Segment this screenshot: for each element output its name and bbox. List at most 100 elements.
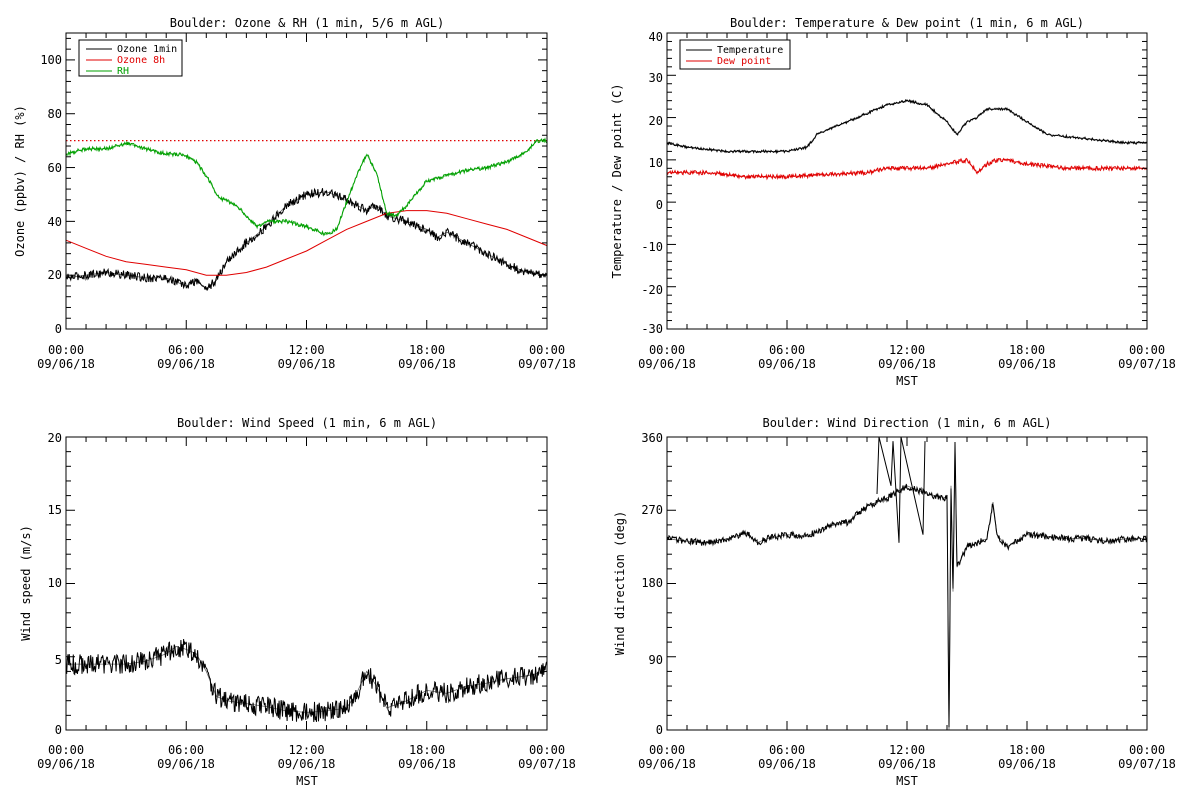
series-line [666,98,1148,155]
legend-label: Ozone 8h [117,55,165,66]
x-tick-date: 09/06/18 [998,757,1056,771]
y-axis-label: Ozone (ppbv) / RH (%) [13,105,27,257]
series-anchor-line [65,140,547,236]
y-tick-label: 10 [649,156,663,170]
x-tick-time: 00:00 [529,743,565,757]
legend-label: Temperature [717,45,783,56]
x-tick-date: 09/06/18 [998,357,1056,371]
y-axis-label: Wind direction (deg) [613,511,627,656]
y-tick-labels: 0 5 10 15 20 [48,431,62,737]
x-tick-time: 00:00 [649,343,685,357]
x-axis-label: MST [296,774,318,788]
legend: Ozone 1min Ozone 8h RH [78,39,183,77]
x-tick-time: 12:00 [288,743,324,757]
y-tick-label: 100 [40,53,62,67]
y-tick-label: 20 [48,268,62,282]
series-line [66,187,548,292]
x-tick-time: 12:00 [889,343,925,357]
x-tick-labels: 00:00 09/06/18 06:00 09/06/18 12:00 09/0… [37,743,576,771]
x-tick-date: 09/06/18 [278,357,336,371]
x-tick-time: 06:00 [168,343,204,357]
x-tick-date: 09/06/18 [37,357,95,371]
series-line [65,137,548,237]
panel-ozone-rh: Boulder: Ozone & RH (1 min, 5/6 m AGL) O… [13,16,576,371]
y-tick-labels: 0 90 180 270 360 [641,431,663,737]
x-tick-date: 09/07/18 [1118,757,1176,771]
axis-ticks [65,33,548,330]
series-anchor-line [666,100,1147,152]
legend-label: Dew point [717,56,771,67]
x-tick-time: 00:00 [649,743,685,757]
plot-series [65,137,548,292]
series-anchor-line [65,191,548,290]
y-tick-labels: -30 -20 -10 0 10 20 30 40 [641,30,663,336]
x-tick-time: 00:00 [529,343,565,357]
x-tick-date: 09/06/18 [398,757,456,771]
y-tick-label: 0 [55,322,62,336]
legend: Temperature Dew point [679,39,791,70]
panel-temperature-dewpoint: Boulder: Temperature & Dew point (1 min,… [610,16,1176,388]
x-tick-date: 09/06/18 [638,757,696,771]
y-tick-label: 20 [649,114,663,128]
panel-wind-speed: Boulder: Wind Speed (1 min, 6 m AGL) Win… [19,416,576,788]
x-tick-time: 18:00 [409,743,445,757]
legend-label: Ozone 1min [117,44,177,55]
x-tick-date: 09/06/18 [878,757,936,771]
series-line [666,441,1148,728]
y-axis-label: Wind speed (m/s) [19,525,33,641]
y-tick-label: 15 [48,503,62,517]
x-tick-time: 06:00 [769,343,805,357]
y-tick-label: 90 [649,653,663,667]
y-tick-label: 40 [48,215,62,229]
series-anchor-line [667,159,1147,178]
series-line [65,638,548,723]
x-tick-time: 12:00 [288,343,324,357]
chart-title: Boulder: Temperature & Dew point (1 min,… [730,16,1084,30]
x-tick-time: 00:00 [48,343,84,357]
series-anchor-line [66,646,548,713]
y-tick-label: -30 [641,322,663,336]
y-tick-label: 20 [48,431,62,445]
x-tick-labels: 00:00 09/06/18 06:00 09/06/18 12:00 09/0… [638,743,1176,771]
y-tick-label: 360 [641,431,663,445]
y-tick-label: 180 [641,576,663,590]
x-tick-date: 09/06/18 [758,357,816,371]
chart-title: Boulder: Wind Speed (1 min, 6 m AGL) [177,416,437,430]
x-axis-label: MST [896,774,918,788]
axis-ticks [666,436,1148,731]
x-tick-time: 00:00 [48,743,84,757]
x-tick-date: 09/06/18 [878,357,936,371]
y-tick-label: 60 [48,161,62,175]
panel-wind-direction: Boulder: Wind Direction (1 min, 6 m AGL)… [613,416,1176,788]
x-tick-time: 00:00 [1129,743,1165,757]
x-tick-time: 06:00 [168,743,204,757]
y-tick-label: 40 [649,30,663,44]
chart-title: Boulder: Ozone & RH (1 min, 5/6 m AGL) [170,16,445,30]
y-tick-label: 5 [55,653,62,667]
y-tick-label: -20 [641,283,663,297]
legend-box [679,39,791,70]
x-tick-date: 09/06/18 [157,757,215,771]
chart-title: Boulder: Wind Direction (1 min, 6 m AGL) [763,416,1052,430]
y-tick-label: 0 [55,723,62,737]
x-tick-labels: 00:00 09/06/18 06:00 09/06/18 12:00 09/0… [37,343,576,371]
x-tick-date: 09/06/18 [37,757,95,771]
x-tick-labels: 00:00 09/06/18 06:00 09/06/18 12:00 09/0… [638,343,1176,371]
axis-ticks [666,32,1148,330]
series-line [876,436,926,543]
x-tick-date: 09/06/18 [638,357,696,371]
x-tick-time: 18:00 [1009,343,1045,357]
y-tick-label: 270 [641,503,663,517]
x-tick-date: 09/07/18 [518,357,576,371]
y-axis-label: Temperature / Dew point (C) [610,83,624,278]
x-tick-date: 09/07/18 [1118,357,1176,371]
legend-box [78,39,183,77]
y-tick-label: 10 [48,576,62,590]
axis-ticks [65,436,548,731]
x-tick-time: 12:00 [889,743,925,757]
x-tick-date: 09/06/18 [758,757,816,771]
x-tick-time: 00:00 [1129,343,1165,357]
x-tick-date: 09/06/18 [398,357,456,371]
